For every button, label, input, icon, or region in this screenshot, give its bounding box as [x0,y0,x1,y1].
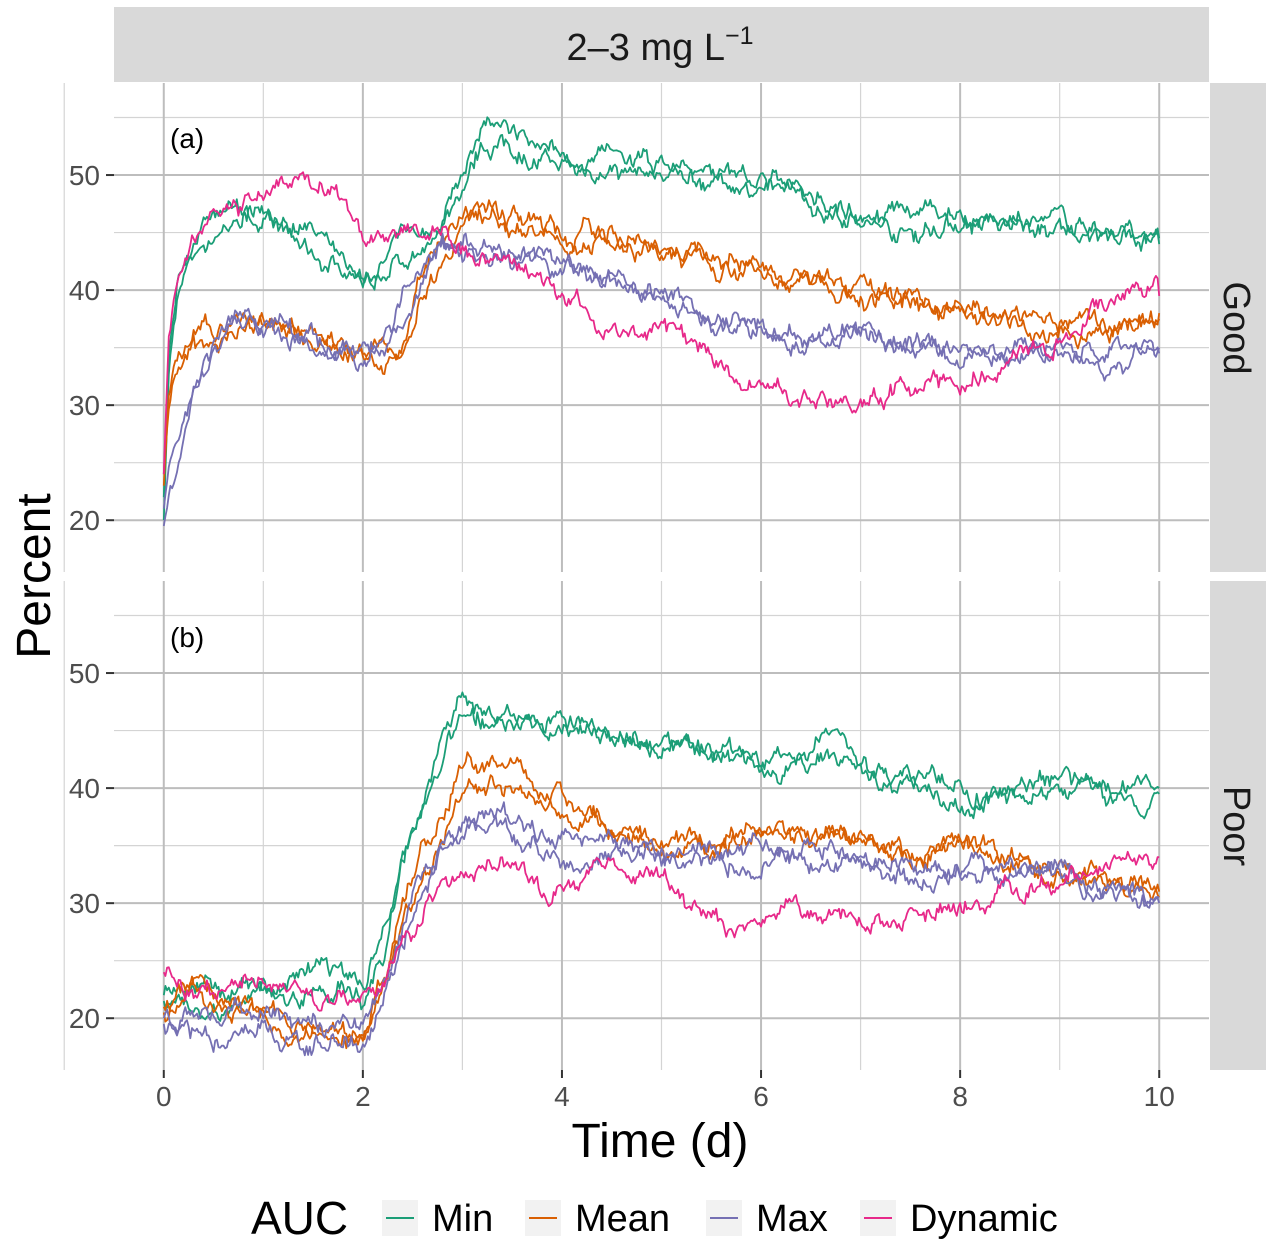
panel-poor-y-ticks: 20 30 40 50 [69,658,114,1034]
y-tick-label: 30 [69,888,100,919]
legend-label: Max [756,1198,828,1240]
x-tick-label: 0 [156,1081,172,1112]
series-line-max [162,232,1161,527]
panel-good: (a) 20 30 40 50 [63,83,1209,572]
facet-strip-top [114,7,1209,82]
y-tick-label: 50 [69,658,100,689]
legend-label: Mean [575,1198,670,1240]
x-tick-label: 2 [355,1081,371,1112]
facet-strip-good [1210,83,1266,572]
series-line-max [162,232,1161,509]
y-tick-label: 50 [69,160,100,191]
x-tick-label: 10 [1144,1081,1175,1112]
x-axis-ticks: 0 2 4 6 8 10 [156,1070,1175,1112]
series-line-max [162,808,1161,1039]
y-tick-label: 20 [69,1003,100,1034]
y-axis-title: Percent [8,493,61,658]
facet-strip-poor [1210,581,1266,1070]
facet-strip-poor-label: Poor [1215,786,1257,867]
panel-good-y-ticks: 20 30 40 50 [69,160,114,536]
y-tick-label: 30 [69,390,100,421]
x-tick-label: 4 [554,1081,570,1112]
panel-poor-lines [162,691,1161,1057]
series-line-mean [162,199,1161,475]
legend-label: Dynamic [910,1198,1058,1240]
legend-item-mean: Mean [525,1198,670,1240]
legend: AUC Min Mean Max Dynamic [251,1192,1058,1244]
panel-poor: (b) 20 30 40 50 [63,581,1209,1070]
y-tick-label: 20 [69,505,100,536]
series-line-mean [162,774,1161,1050]
series-line-mean [162,204,1161,486]
series-line-min [162,691,1160,1002]
y-tick-label: 40 [69,275,100,306]
panel-poor-grid [63,581,1209,1070]
facet-strip-good-label: Good [1215,282,1257,375]
panel-good-annotation: (a) [170,123,204,154]
series-line-max [162,801,1160,1057]
series-line-min [162,116,1161,498]
legend-item-dynamic: Dynamic [860,1198,1058,1240]
x-tick-label: 8 [952,1081,968,1112]
panel-good-lines [162,116,1161,527]
series-line-dynamic [162,171,1161,475]
legend-title: AUC [251,1192,348,1244]
facet-strip-top-label: 2–3 mg L−1 [567,22,754,69]
legend-item-min: Min [382,1198,493,1240]
x-tick-label: 6 [753,1081,769,1112]
series-line-dynamic [162,850,1160,1012]
legend-item-max: Max [706,1198,828,1240]
y-tick-label: 40 [69,773,100,804]
panel-poor-annotation: (b) [170,622,204,653]
series-line-min [162,133,1161,521]
x-axis-title: Time (d) [572,1115,749,1168]
legend-label: Min [432,1198,493,1240]
